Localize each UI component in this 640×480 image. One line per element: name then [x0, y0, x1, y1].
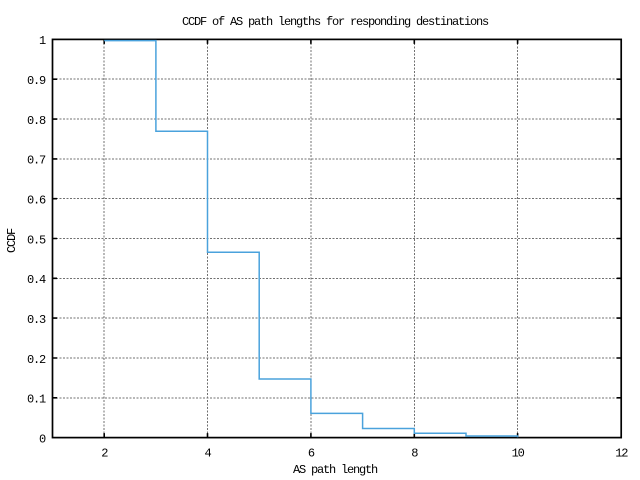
svg-text:8: 8: [411, 447, 418, 461]
svg-text:0.4: 0.4: [27, 273, 46, 287]
svg-text:0.3: 0.3: [27, 313, 46, 327]
svg-text:12: 12: [615, 447, 628, 461]
svg-text:0.6: 0.6: [27, 194, 46, 208]
svg-text:CCDF of AS path lengths for re: CCDF of AS path lengths for responding d…: [182, 15, 489, 29]
svg-text:0.8: 0.8: [27, 114, 46, 128]
svg-text:CCDF: CCDF: [5, 228, 19, 253]
svg-text:4: 4: [204, 447, 211, 461]
svg-text:1: 1: [39, 34, 46, 48]
svg-text:0: 0: [39, 432, 46, 446]
svg-text:0.5: 0.5: [27, 233, 46, 247]
svg-text:10: 10: [512, 447, 525, 461]
svg-text:AS path length: AS path length: [293, 463, 378, 477]
svg-text:0.2: 0.2: [27, 353, 46, 367]
svg-text:0.7: 0.7: [27, 154, 46, 168]
svg-text:0.9: 0.9: [27, 74, 46, 88]
svg-text:2: 2: [101, 447, 108, 461]
svg-text:0.1: 0.1: [27, 393, 46, 407]
svg-text:6: 6: [308, 447, 315, 461]
